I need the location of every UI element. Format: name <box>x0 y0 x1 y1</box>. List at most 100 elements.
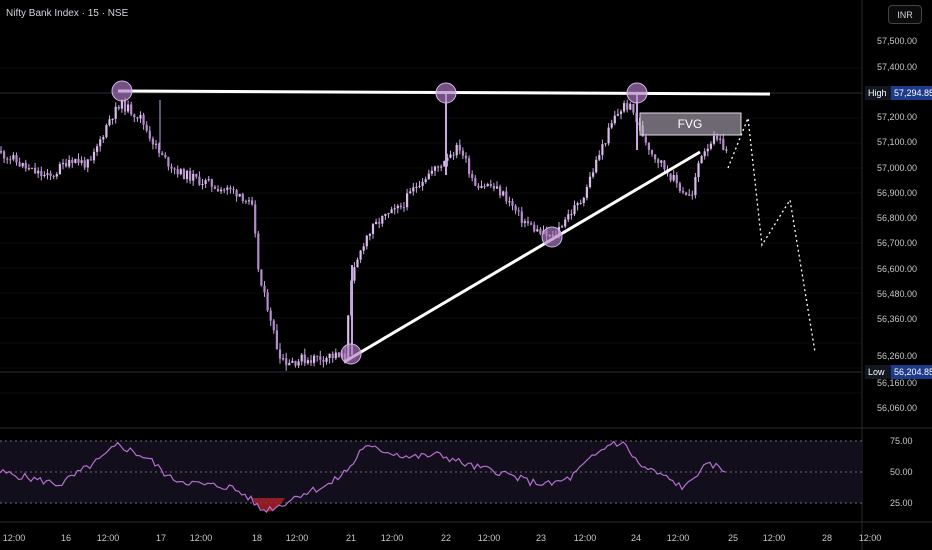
low-value: 56,204.85 <box>894 367 932 377</box>
candle-body <box>368 233 371 236</box>
candle-body <box>483 185 486 187</box>
candle-body <box>334 352 337 359</box>
price-tick-label: 56,260.00 <box>877 351 917 361</box>
candle-body <box>123 99 127 112</box>
candle-body <box>27 168 30 170</box>
candle-body <box>672 175 675 181</box>
currency-button[interactable]: INR <box>888 5 922 24</box>
candle-body <box>127 104 130 112</box>
candle-body <box>632 103 635 113</box>
candle-body <box>495 186 499 189</box>
candle-body <box>561 226 564 228</box>
touch-point-circle <box>541 226 563 248</box>
candle-body <box>120 99 123 109</box>
candle-body <box>182 169 185 180</box>
candle-body <box>458 144 461 151</box>
candle-body <box>254 204 257 234</box>
candle-body <box>418 185 421 187</box>
candle-body <box>216 188 220 192</box>
candle-body <box>210 179 213 187</box>
candle-body <box>440 166 443 168</box>
candle-body <box>567 214 570 220</box>
candle-body <box>592 172 595 177</box>
low-value-bg <box>891 365 932 379</box>
price-tick-label: 56,600.00 <box>877 264 917 274</box>
candle-body <box>325 357 328 362</box>
candle-body <box>601 144 604 156</box>
candle-body <box>52 176 55 178</box>
touch-point-circle <box>435 82 457 104</box>
candle-body <box>402 207 406 209</box>
candle-body <box>337 352 340 358</box>
candle-body <box>102 137 105 140</box>
time-tick-label: 12:00 <box>574 533 597 543</box>
candle-body <box>626 103 629 110</box>
candle-body <box>241 193 244 202</box>
candle-body <box>272 320 275 331</box>
candle-body <box>151 138 154 145</box>
candle-body <box>158 143 161 153</box>
candle-body <box>99 139 102 147</box>
time-tick-label: 23 <box>536 533 546 543</box>
candle-body <box>322 359 325 362</box>
price-tick-label: 57,500.00 <box>877 36 917 46</box>
candle-body <box>139 114 142 119</box>
candle-body <box>654 154 657 160</box>
candle-body <box>427 173 430 180</box>
candle-body <box>647 142 650 151</box>
candle-body <box>74 158 77 164</box>
candle-body <box>604 143 607 145</box>
candle-body <box>461 150 464 156</box>
candle-body <box>607 127 610 144</box>
candle-body <box>725 149 728 151</box>
candle-body <box>629 103 632 110</box>
candle-body <box>207 179 210 181</box>
candle-body <box>30 167 34 169</box>
candle-body <box>616 114 619 116</box>
price-tick-label: 56,060.00 <box>877 403 917 413</box>
candle-body <box>384 213 387 216</box>
candle-body <box>247 200 251 202</box>
high-label: High <box>868 88 887 98</box>
candle-body <box>111 118 114 120</box>
candle-body <box>505 191 508 202</box>
candle-body <box>192 173 195 181</box>
candle-body <box>694 177 697 196</box>
candle-body <box>681 190 685 193</box>
candle-body <box>446 157 449 161</box>
time-tick-label: 12:00 <box>381 533 404 543</box>
candle-body <box>502 191 505 196</box>
time-tick-label: 12:00 <box>3 533 26 543</box>
candle-body <box>18 162 21 167</box>
candle-body <box>77 158 80 163</box>
candle-body <box>213 186 216 189</box>
candle-body <box>564 219 567 227</box>
candle-body <box>514 205 517 211</box>
candle-body <box>508 201 511 203</box>
price-tick-label: 57,400.00 <box>877 62 917 72</box>
candle-body <box>588 176 592 188</box>
time-tick-label: 12:00 <box>763 533 786 543</box>
candle-body <box>288 362 291 366</box>
candle-body <box>530 223 533 225</box>
candle-body <box>251 200 254 205</box>
candle-body <box>471 174 474 179</box>
candle-body <box>269 310 272 321</box>
time-tick-label: 24 <box>631 533 641 543</box>
candle-body <box>179 169 182 175</box>
candle-body <box>415 186 418 188</box>
candle-body <box>409 191 412 194</box>
time-tick-label: 12:00 <box>478 533 501 543</box>
rsi-line <box>0 440 726 513</box>
high-value-bg <box>891 86 932 100</box>
projection-path <box>727 117 816 353</box>
time-tick-label: 12:00 <box>97 533 120 543</box>
candle-body <box>108 119 111 126</box>
candle-body <box>229 187 232 190</box>
candle-body <box>34 167 37 174</box>
touch-point-circle <box>111 80 133 102</box>
candle-body <box>703 151 706 157</box>
candle-body <box>148 130 151 139</box>
candle-body <box>6 158 9 160</box>
